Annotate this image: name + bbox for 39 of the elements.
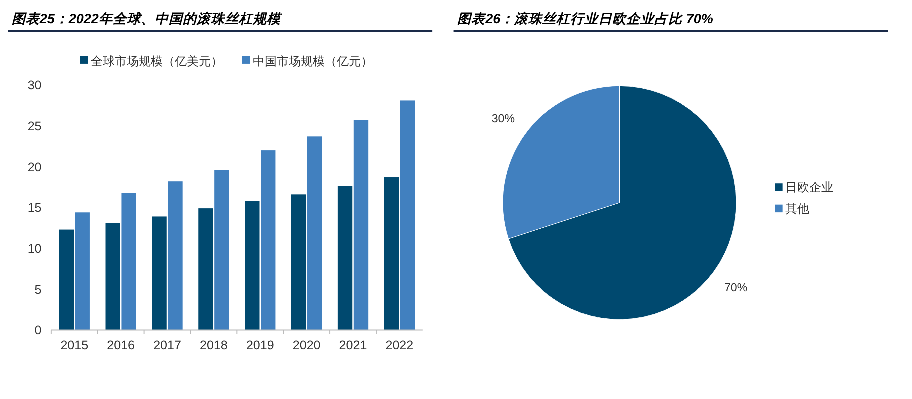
bar xyxy=(122,193,136,330)
bar xyxy=(400,100,416,330)
y-tick-label: 20 xyxy=(28,160,42,174)
bar xyxy=(338,186,353,330)
bar xyxy=(261,150,276,330)
bar xyxy=(384,178,400,330)
data-label: 30% xyxy=(492,113,516,126)
y-tick-label: 15 xyxy=(28,201,42,216)
legend-label: 日欧企业 xyxy=(786,180,834,195)
bar xyxy=(198,208,214,330)
y-tick-label: 0 xyxy=(34,324,42,338)
chart-title: 图表26：滚珠丝杠行业日欧企业占比 70% xyxy=(458,11,714,26)
bar xyxy=(354,120,369,330)
y-tick-label: 5 xyxy=(34,282,42,297)
y-tick-label: 30 xyxy=(28,78,42,93)
y-tick-label: 25 xyxy=(28,119,42,134)
x-tick-label: 2019 xyxy=(246,338,274,353)
legend-label: 中国市场规模（亿元） xyxy=(253,54,374,68)
bar xyxy=(106,223,120,330)
x-tick-label: 2018 xyxy=(200,338,228,353)
bar xyxy=(152,216,167,330)
bar xyxy=(168,182,183,330)
bar xyxy=(214,170,230,330)
x-tick-label: 2021 xyxy=(339,338,368,353)
x-tick-label: 2017 xyxy=(154,338,182,353)
x-tick-label: 2022 xyxy=(386,338,414,353)
legend-label: 全球市场规模（亿美元） xyxy=(90,54,223,68)
x-tick-label: 2016 xyxy=(107,338,136,353)
chart-title: 图表25：2022年全球、中国的滚珠丝杠规模 xyxy=(12,11,283,26)
bar xyxy=(59,230,74,330)
x-tick-label: 2015 xyxy=(60,338,89,353)
x-tick-label: 2020 xyxy=(292,338,321,353)
data-label: 70% xyxy=(724,282,748,294)
legend-label: 其他 xyxy=(786,202,810,216)
bar xyxy=(245,201,260,330)
bar xyxy=(291,194,306,330)
bar xyxy=(75,212,90,330)
y-tick-label: 10 xyxy=(28,242,42,256)
bar xyxy=(307,136,322,330)
